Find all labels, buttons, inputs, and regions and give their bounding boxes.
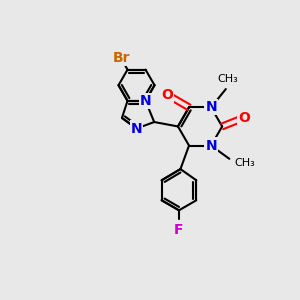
Text: O: O: [161, 88, 173, 102]
Text: N: N: [205, 100, 217, 114]
Text: Br: Br: [113, 51, 130, 65]
Text: CH₃: CH₃: [217, 74, 238, 84]
Text: N: N: [131, 122, 142, 136]
Text: O: O: [238, 111, 250, 124]
Text: CH₃: CH₃: [235, 158, 255, 168]
Text: F: F: [174, 223, 184, 237]
Text: N: N: [140, 94, 151, 108]
Text: N: N: [205, 139, 217, 153]
